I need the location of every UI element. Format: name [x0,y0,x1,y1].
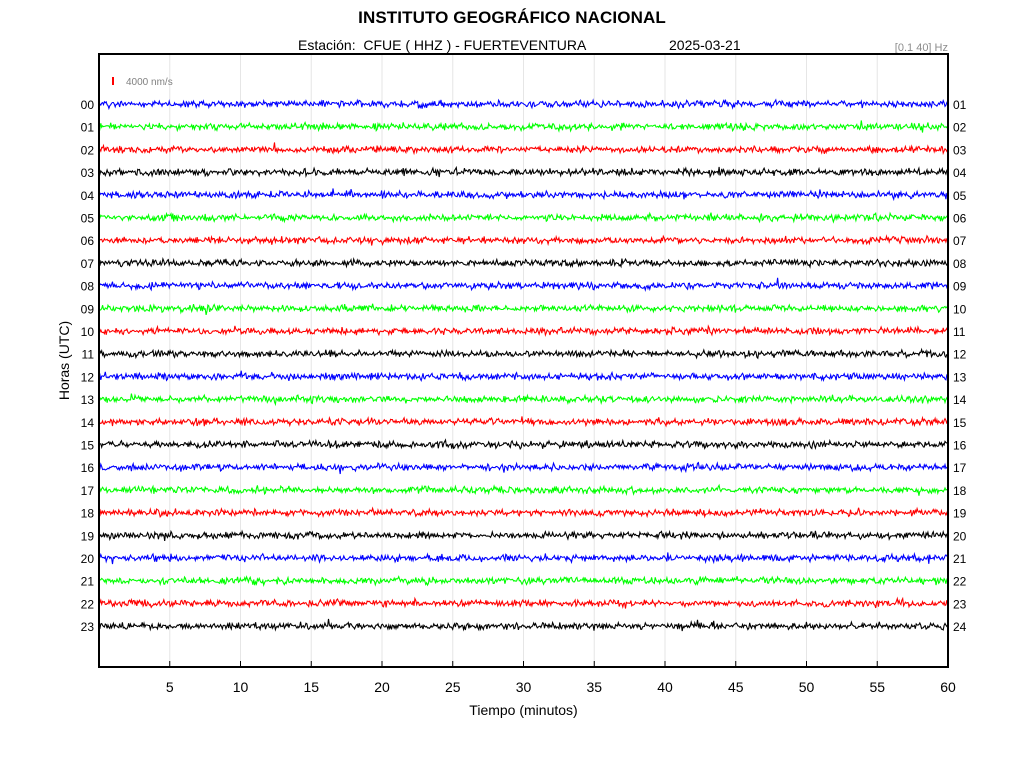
hour-label-left: 10 [81,325,95,339]
hour-label-right: 19 [953,507,967,521]
hour-label-left: 17 [81,484,95,498]
x-tick-label: 50 [799,679,815,695]
seismic-trace [98,551,948,565]
hour-label-right: 14 [953,393,967,407]
seismic-trace [98,347,948,360]
seismic-trace [98,393,949,407]
filter-band-label: [0.1 40] Hz [894,42,948,54]
hour-label-right: 23 [953,597,967,611]
y-axis-label: Horas (UTC) [56,321,72,400]
hour-label-right: 15 [953,416,967,430]
x-tick-label: 60 [940,679,956,695]
hour-label-right: 18 [953,484,967,498]
hour-label-right: 22 [953,575,967,589]
hour-label-left: 03 [81,166,95,180]
hour-label-right: 05 [953,189,967,203]
hour-label-right: 16 [953,439,967,453]
seismic-trace [98,324,949,338]
hour-label-left: 18 [81,507,95,521]
hour-label-left: 20 [81,552,95,566]
hour-label-right: 21 [953,552,967,566]
scale-label: 4000 nm/s [126,77,173,88]
hour-label-left: 16 [81,461,95,475]
hour-label-left: 00 [81,98,95,112]
seismic-trace [98,370,949,383]
hour-label-right: 24 [953,620,967,634]
hour-label-right: 02 [953,121,967,135]
seismic-trace [98,303,949,316]
x-tick-label: 45 [728,679,744,695]
hour-label-right: 03 [953,143,967,157]
hour-label-left: 05 [81,212,95,226]
chart-title: INSTITUTO GEOGRÁFICO NACIONAL [358,8,666,27]
seismic-trace [98,165,949,179]
seismic-trace [98,98,949,111]
hour-label-right: 11 [953,325,966,339]
x-tick-label: 5 [166,679,174,695]
hour-label-left: 02 [81,143,95,157]
x-tick-label: 20 [374,679,390,695]
hour-label-right: 01 [953,98,967,112]
x-tick-label: 25 [445,679,461,695]
hour-label-left: 08 [81,280,95,294]
seismic-trace [98,618,949,632]
hour-label-left: 22 [81,597,95,611]
x-tick-label: 30 [516,679,532,695]
seismic-trace [98,596,949,609]
seismic-trace [98,234,949,247]
hour-label-right: 20 [953,529,967,543]
hour-label-left: 21 [81,575,95,589]
seismic-trace [98,142,949,156]
hour-label-right: 17 [953,461,967,475]
hour-label-left: 23 [81,620,95,634]
hour-label-right: 07 [953,234,967,248]
hour-label-right: 13 [953,370,967,384]
seismic-trace [98,211,949,224]
hour-label-right: 08 [953,257,967,271]
x-tick-label: 35 [586,679,602,695]
seismic-trace [98,506,949,519]
hour-label-left: 12 [81,370,95,384]
hour-label-left: 04 [81,189,95,203]
hour-label-left: 01 [81,121,95,135]
hour-label-left: 07 [81,257,95,271]
hour-label-left: 19 [81,529,95,543]
x-axis-label: Tiempo (minutos) [469,702,577,718]
hour-label-left: 15 [81,439,95,453]
date-label: 2025-03-21 [669,37,741,53]
seismic-trace [98,483,949,496]
x-tick-label: 40 [657,679,673,695]
seismic-trace [98,415,949,428]
hour-label-left: 13 [81,393,95,407]
hour-label-left: 14 [81,416,95,430]
x-tick-label: 55 [869,679,885,695]
seismic-trace [98,120,949,133]
seismic-trace [98,438,949,451]
seismic-trace [98,277,949,292]
seismic-trace [98,256,949,269]
seismic-trace [98,461,949,475]
station-subtitle: Estación: CFUE ( HHZ ) - FUERTEVENTURA [298,37,587,53]
hour-label-right: 12 [953,348,967,362]
seismic-trace [98,188,948,202]
x-tick-label: 10 [233,679,249,695]
hour-label-left: 11 [82,348,95,362]
hour-label-left: 09 [81,302,95,316]
seismic-trace [98,529,948,542]
hour-label-right: 09 [953,280,967,294]
seismic-trace [98,575,949,587]
hour-label-right: 04 [953,166,967,180]
hour-label-left: 06 [81,234,95,248]
x-tick-label: 15 [303,679,319,695]
hour-label-right: 10 [953,302,967,316]
hour-label-right: 06 [953,212,967,226]
